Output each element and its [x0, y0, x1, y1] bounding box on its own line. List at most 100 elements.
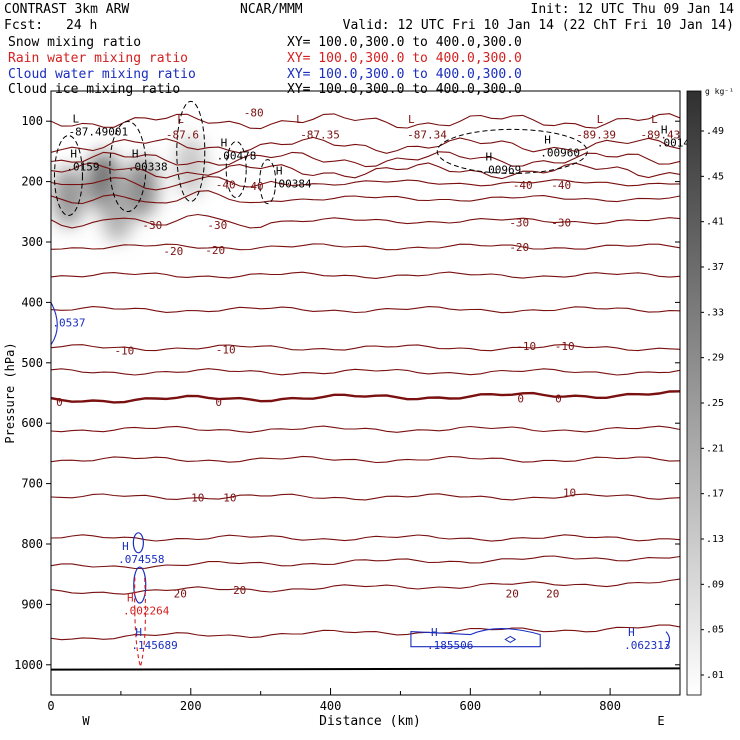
extremum-marker: H [221, 137, 228, 150]
plot-frame [50, 90, 681, 696]
isotherm-line [51, 624, 680, 641]
field-cloudwater-name: Cloud water mixing ratio [8, 67, 196, 82]
extremum-marker: L [651, 113, 658, 126]
extremum-marker: L [597, 113, 604, 126]
colorbar-label: .13 [706, 534, 724, 545]
isotherm-line [51, 306, 680, 314]
isotherm-label: -89.39 [576, 128, 616, 141]
isotherm-label: -20 [205, 244, 225, 257]
isotherm-line [51, 493, 680, 501]
extremum-marker: H [70, 147, 77, 160]
colorbar-label: .21 [706, 443, 724, 454]
extremum-value: .00384 [272, 177, 312, 190]
extremum-value: .062313 [624, 639, 670, 652]
extremum-marker: H [628, 626, 635, 639]
x-tick-label: 400 [320, 699, 342, 713]
isotherm-line [51, 425, 680, 433]
extremum-marker: H [486, 151, 493, 164]
isotherm-line [51, 175, 680, 191]
extremum-value: .00478 [217, 150, 257, 163]
extremum-value: .0159 [66, 160, 99, 173]
center-name: NCAR/MMM [240, 2, 303, 17]
cloud-water-contour [504, 635, 517, 644]
isotherm-label: -10 [216, 344, 236, 357]
y-tick-label: 600 [21, 416, 43, 430]
isotherm-line [51, 151, 680, 168]
field-rain-name: Rain water mixing ratio [8, 51, 188, 66]
isotherm-label: -20 [509, 241, 529, 254]
isotherm-contours [51, 113, 680, 641]
isotherm-label: -20 [163, 245, 183, 258]
x-axis-label: Distance (km) [319, 714, 421, 729]
model-name: CONTRAST 3km ARW [4, 2, 129, 17]
colorbar-label: .09 [706, 579, 724, 590]
extremum-value: -87.49001 [68, 125, 128, 138]
isotherm-label: -40 [216, 179, 236, 192]
snow-blob [52, 166, 85, 227]
x-tick-label: 200 [180, 699, 202, 713]
y-tick-label: 400 [21, 295, 43, 309]
extremum-marker: H [661, 123, 668, 136]
header: CONTRAST 3km ARW NCAR/MMM Init: 12 UTC T… [4, 2, 734, 33]
cloud-water-contour [51, 302, 58, 345]
y-tick-label: 700 [21, 477, 43, 491]
cloud-water-contour [665, 631, 671, 649]
colorbar-label: .29 [706, 353, 724, 364]
extremum-value: .00969 [482, 164, 522, 177]
isotherm-label: -87.34 [407, 128, 447, 141]
y-tick-label: 100 [21, 114, 43, 128]
isotherm-line [51, 390, 680, 404]
isotherm-label: -30 [142, 219, 162, 232]
extremum-value: .00960 [540, 147, 580, 160]
contour-labels: -87.6 -87.35 -87.34 -89.39 -89.43 -80 -40 -40 -4… [56, 107, 680, 601]
isotherm-line [51, 578, 680, 595]
isotherm-label: -40 [551, 179, 571, 192]
extremum-value: .145689 [131, 639, 177, 652]
isotherm-label: 20 [233, 584, 246, 597]
east-endpoint: E [657, 714, 664, 728]
x-tick-label: 600 [459, 699, 481, 713]
extremum-value: .00338 [128, 160, 168, 173]
colorbar-label: .45 [706, 171, 724, 182]
isotherm-label: 0 [215, 396, 222, 409]
surface-line [51, 667, 680, 671]
isotherm-label: -87.6 [166, 128, 199, 141]
y-tick-label: 300 [21, 235, 43, 249]
isotherm-label: -10 [114, 345, 134, 358]
field-legend: Snow mixing ratio XY= 100.0,300.0 to 400… [8, 35, 522, 97]
isotherm-label: 0 [56, 396, 63, 409]
extremum-marker: H [276, 164, 283, 177]
extremum-marker: L [177, 113, 184, 126]
isotherm-label: 0 [517, 392, 524, 405]
init-time: Init: 12 UTC Thu 09 Jan 14 [531, 2, 735, 17]
isotherm-label: -40 [244, 180, 264, 193]
y-tick-label: 1000 [14, 658, 43, 672]
isotherm-label: 0 [555, 392, 562, 405]
cloud-ice-contour [436, 128, 588, 174]
isotherm-line [51, 213, 680, 229]
field-cloudice-name: Cloud ice mixing ratio [8, 82, 180, 97]
isotherm-label: -80 [244, 107, 264, 120]
colorbar-label: .05 [706, 625, 724, 636]
cloud-water-contour [132, 532, 144, 554]
isotherm-label: -10 [516, 340, 536, 353]
isotherm-label: 10 [191, 491, 204, 504]
colorbar: .01.05.09.13.17.21.25.29.33.37.41.45.49 … [686, 87, 734, 696]
valid-time: Valid: 12 UTC Fri 10 Jan 14 (22 ChT Fri … [343, 18, 734, 33]
isotherm-label: 10 [563, 487, 576, 500]
y-tick-label: 200 [21, 175, 43, 189]
isotherm-label: -30 [551, 217, 571, 230]
isotherm-label: -40 [513, 179, 533, 192]
isotherm-label: 20 [546, 588, 559, 601]
colorbar-label: .49 [706, 126, 724, 137]
extremum-value: .185506 [427, 639, 473, 652]
colorbar-label: .33 [706, 307, 724, 318]
cloud-ice-contour [176, 100, 206, 202]
isotherm-line [51, 136, 680, 154]
extremum-value: .074558 [118, 553, 164, 566]
x-tick-label: 800 [599, 699, 621, 713]
colorbar-ticks: .01 .05 .09 .13 .17 .21 .25 .29 .33 .37 .41 .45 .49 [701, 126, 724, 681]
